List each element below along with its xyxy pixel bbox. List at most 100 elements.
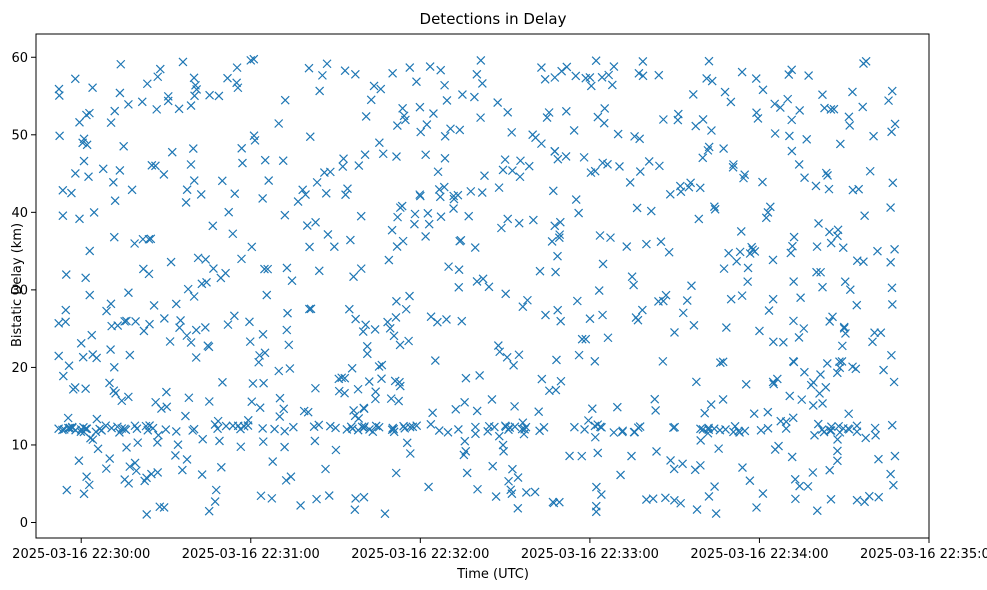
data-point [838,243,848,253]
data-point [357,422,367,432]
data-point [752,503,761,512]
data-point [859,257,868,267]
data-point [334,374,344,384]
data-point [489,422,499,432]
data-point [159,169,169,179]
data-point [58,185,68,195]
data-point [247,242,257,252]
data-point [870,328,879,338]
data-point [768,337,778,347]
data-point [797,395,807,405]
data-point [259,378,269,388]
data-point [377,360,387,370]
data-point [152,104,162,114]
data-point [186,338,196,347]
data-point [246,55,256,65]
data-point [442,96,452,105]
data-point [887,127,896,137]
data-point [860,211,870,221]
data-point [550,221,560,231]
data-point [440,153,450,163]
data-point [189,424,199,434]
data-point [778,337,788,347]
data-point [433,167,443,177]
data-point [436,65,446,75]
data-point [593,112,603,122]
data-point [361,111,371,121]
data-point [424,219,434,229]
data-point [496,223,506,233]
data-point [434,185,444,194]
data-point [423,208,433,218]
data-point [296,501,306,510]
data-point [890,119,900,129]
data-point [536,63,546,72]
data-point [388,68,398,78]
data-point [826,494,836,504]
data-point [641,239,651,249]
data-point [312,177,322,187]
data-point [88,435,98,445]
data-point [834,421,844,431]
data-point [98,164,108,174]
data-point [371,421,381,431]
data-point [698,153,708,163]
data-point [784,70,794,80]
data-point [428,408,438,418]
data-point [825,465,835,475]
data-point [362,349,372,359]
data-point [868,337,877,347]
data-point [65,423,75,433]
data-point [200,322,210,332]
data-point [574,350,584,360]
data-point [429,109,438,118]
data-point [661,290,671,300]
data-point [402,438,412,448]
data-point [720,87,730,97]
data-point [262,290,272,300]
data-point [237,143,247,153]
data-point [634,68,644,78]
data-point [460,436,470,446]
data-point [146,234,156,244]
data-point [812,267,821,277]
data-point [401,304,411,314]
data-point [455,236,465,246]
data-point [228,421,238,431]
data-point [590,356,600,366]
data-point [493,98,503,107]
data-point [770,445,780,454]
data-point [824,227,834,237]
data-point [678,459,687,469]
data-point [258,193,268,203]
data-point [630,131,639,141]
data-point [749,409,759,419]
data-point [196,189,206,199]
data-point [68,384,78,394]
data-point [503,107,513,117]
data-point [88,83,97,93]
data-point [81,384,91,394]
data-point [507,166,517,176]
y-axis-label: Bistatic Delay (km) [10,223,25,347]
data-point [462,468,472,478]
data-point [802,134,812,144]
data-point [120,316,130,326]
data-point [579,152,589,162]
data-point [210,420,220,430]
data-point [787,146,797,156]
x-tick-label: 2025-03-16 22:31:00 [182,547,320,562]
data-point [221,421,231,431]
data-point [314,420,324,430]
data-point [454,282,464,292]
data-point [510,401,520,411]
data-point [784,131,794,141]
data-point [704,425,714,435]
data-point [54,318,64,328]
data-point [637,305,647,315]
data-point [506,485,516,495]
data-point [796,293,806,303]
data-point [230,189,240,199]
data-point [268,457,278,467]
